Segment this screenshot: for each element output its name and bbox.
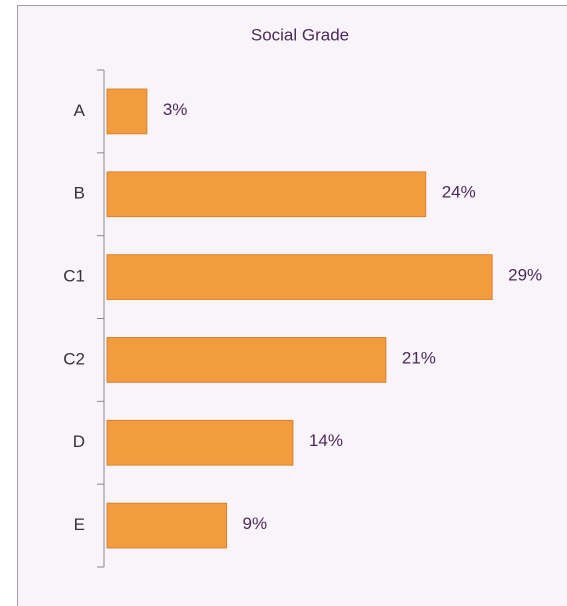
bar	[106, 88, 148, 135]
category-label: B	[74, 184, 85, 203]
bar	[106, 419, 294, 466]
category-label: D	[73, 432, 85, 451]
bar	[106, 171, 427, 218]
value-label: 9%	[243, 514, 268, 533]
value-label: 29%	[508, 266, 542, 285]
category-label: C1	[63, 267, 85, 286]
category-label: A	[74, 101, 86, 120]
category-label: C2	[63, 349, 85, 368]
value-label: 24%	[442, 183, 476, 202]
category-label: E	[74, 515, 85, 534]
value-label: 21%	[402, 348, 436, 367]
value-label: 3%	[163, 100, 188, 119]
chart-frame	[17, 5, 567, 606]
bar	[106, 337, 387, 383]
bar	[106, 254, 493, 300]
chart-title: Social Grade	[251, 25, 349, 44]
value-label: 14%	[309, 431, 343, 450]
bar	[106, 502, 228, 549]
